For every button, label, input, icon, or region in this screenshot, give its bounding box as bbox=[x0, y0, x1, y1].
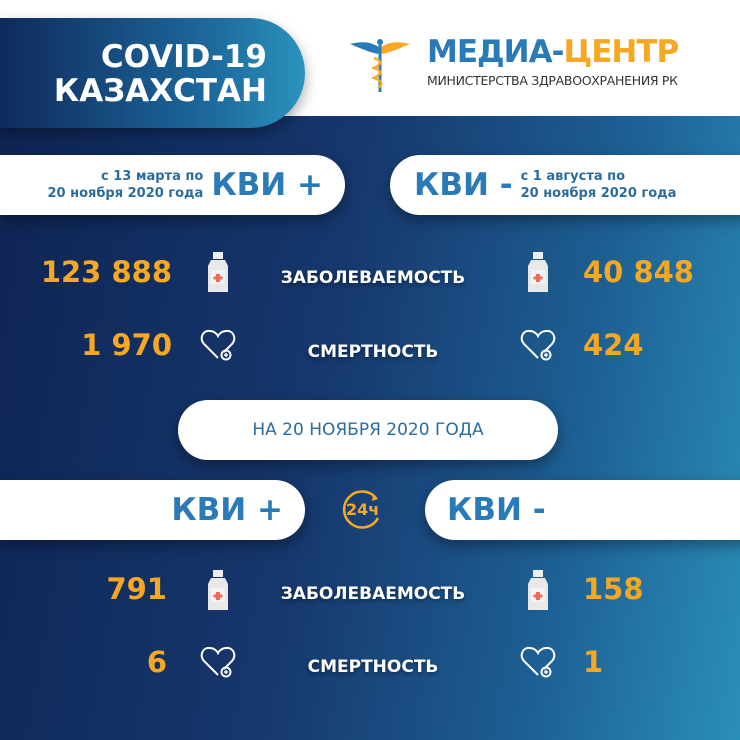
daily-kvi-minus-deaths: 1 bbox=[583, 645, 604, 679]
brand-part1: МЕДИА- bbox=[427, 34, 564, 70]
daily-deaths-label: СМЕРТНОСТЬ bbox=[307, 657, 439, 677]
daily-cases-label: ЗАБОЛЕВАЕМОСТЬ bbox=[280, 584, 466, 604]
brand-part2: ЦЕНТР bbox=[563, 34, 679, 70]
kvi-plus-cases: 123 888 bbox=[40, 255, 172, 289]
title-pill: COVID-19 КАЗАХСТАН bbox=[0, 18, 305, 128]
kvi-plus-label: КВИ + bbox=[211, 167, 323, 203]
daily-kvi-minus-cases: 158 bbox=[583, 572, 644, 606]
daily-kvi-plus-deaths: 6 bbox=[146, 645, 167, 679]
caduceus-icon bbox=[350, 39, 410, 92]
deaths-label: СМЕРТНОСТЬ bbox=[307, 342, 439, 362]
heart-plus-icon bbox=[200, 645, 236, 683]
period-line1: с 13 марта по bbox=[101, 169, 204, 184]
kvi-minus-cases: 40 848 bbox=[583, 255, 694, 289]
kvi-plus-daily-pill: КВИ + bbox=[0, 480, 305, 540]
daily-kvi-plus-cases: 791 bbox=[106, 572, 167, 606]
kvi-minus-label: КВИ - bbox=[414, 167, 513, 203]
heart-plus-icon bbox=[200, 328, 236, 366]
brand-subtitle: МИНИСТЕРСТВА ЗДРАВООХРАНЕНИЯ РК bbox=[427, 73, 678, 88]
clock-24-label: 24ч bbox=[346, 500, 380, 519]
brand-name: МЕДИА-ЦЕНТР bbox=[427, 34, 679, 70]
period-line1: с 1 августа по bbox=[520, 169, 626, 184]
cases-label: ЗАБОЛЕВАЕМОСТЬ bbox=[280, 268, 466, 288]
kvi-minus-deaths: 424 bbox=[583, 328, 644, 362]
medicine-bottle-icon bbox=[527, 570, 549, 614]
kvi-plus-cumulative-pill: с 13 марта по 20 ноября 2020 года КВИ + bbox=[0, 155, 345, 215]
clock-24-icon: 24ч bbox=[340, 490, 384, 530]
heart-plus-icon bbox=[520, 328, 556, 366]
medicine-bottle-icon bbox=[207, 570, 229, 614]
period-line2: 20 ноября 2020 года bbox=[520, 186, 677, 201]
kvi-minus-daily-pill: КВИ - bbox=[425, 480, 740, 540]
medicine-bottle-icon bbox=[207, 252, 229, 296]
kvi-plus-deaths: 1 970 bbox=[81, 328, 172, 362]
medicine-bottle-icon bbox=[527, 252, 549, 296]
date-pill: НА 20 НОЯБРЯ 2020 ГОДА bbox=[178, 400, 558, 460]
title-line2: КАЗАХСТАН bbox=[53, 73, 267, 109]
period-line2: 20 ноября 2020 года bbox=[47, 186, 204, 201]
title-line1: COVID-19 bbox=[100, 39, 267, 75]
kvi-minus-cumulative-pill: КВИ - с 1 августа по 20 ноября 2020 года bbox=[390, 155, 740, 215]
heart-plus-icon bbox=[520, 645, 556, 683]
